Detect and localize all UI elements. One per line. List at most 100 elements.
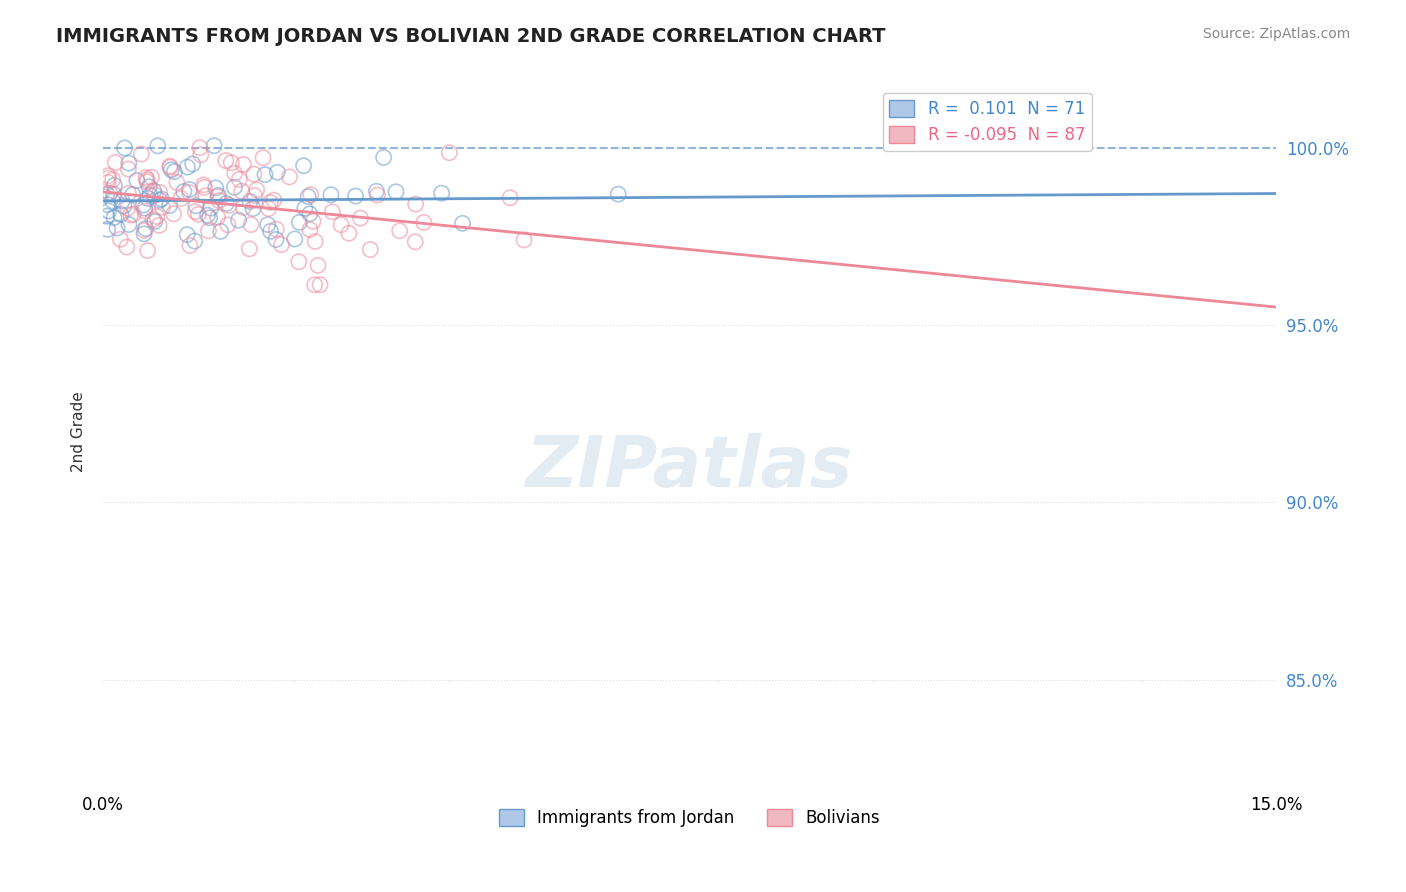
Point [97,197,120,211]
Point [135,170,157,185]
Point [240,218,263,232]
Point [218,198,240,212]
Point [194,188,217,202]
Point [337,227,360,241]
Point [246,183,269,197]
Point [97,175,120,189]
Point [385,185,408,199]
Point [256,218,278,232]
Point [97,169,120,183]
Point [96,209,118,223]
Point [242,202,264,216]
Point [304,235,326,249]
Point [159,198,181,212]
Point [243,188,266,202]
Point [513,233,536,247]
Point [253,168,276,182]
Point [110,232,132,246]
Point [146,139,169,153]
Point [135,175,157,189]
Point [405,197,427,211]
Point [430,186,453,201]
Point [184,199,207,213]
Point [239,194,262,209]
Point [207,211,229,225]
Point [188,141,211,155]
Point [499,191,522,205]
Point [207,190,229,204]
Point [404,235,426,249]
Point [131,147,153,161]
Point [134,223,156,237]
Point [159,160,181,174]
Point [215,196,238,211]
Point [439,145,461,160]
Point [136,244,159,258]
Point [259,195,281,210]
Point [139,188,162,202]
Point [307,258,329,272]
Point [451,216,474,230]
Point [344,189,367,203]
Point [134,201,156,215]
Point [148,219,170,233]
Point [146,210,169,224]
Point [138,179,160,194]
Point [321,204,343,219]
Point [298,222,321,236]
Point [117,186,139,201]
Point [176,227,198,242]
Point [373,151,395,165]
Point [136,172,159,186]
Point [207,188,229,202]
Point [176,160,198,174]
Point [141,170,163,185]
Point [143,188,166,202]
Point [134,204,156,219]
Point [231,184,253,198]
Point [152,200,174,214]
Text: Source: ZipAtlas.com: Source: ZipAtlas.com [1202,27,1350,41]
Point [292,159,315,173]
Text: IMMIGRANTS FROM JORDAN VS BOLIVIAN 2ND GRADE CORRELATION CHART: IMMIGRANTS FROM JORDAN VS BOLIVIAN 2ND G… [56,27,886,45]
Point [263,193,285,207]
Point [142,212,165,227]
Point [181,157,204,171]
Point [170,192,193,206]
Point [193,178,215,192]
Point [297,189,319,203]
Point [243,167,266,181]
Point [105,221,128,235]
Point [359,243,381,257]
Point [183,234,205,248]
Point [159,159,181,173]
Point [149,186,172,200]
Text: ZIPatlas: ZIPatlas [526,433,853,501]
Point [179,186,201,200]
Point [103,211,125,225]
Point [215,153,238,168]
Point [228,213,250,227]
Point [143,214,166,228]
Point [366,188,388,202]
Point [114,141,136,155]
Point [97,203,120,218]
Point [142,184,165,198]
Point [270,237,292,252]
Point [204,181,226,195]
Point [366,184,388,198]
Point [288,254,311,268]
Point [96,187,118,202]
Point [412,215,434,229]
Point [97,171,120,186]
Point [304,277,326,292]
Point [149,194,172,208]
Point [278,169,301,184]
Point [117,201,139,215]
Point [135,221,157,235]
Point [259,224,281,238]
Point [217,218,239,232]
Point [330,218,353,232]
Point [118,156,141,170]
Point [238,242,260,256]
